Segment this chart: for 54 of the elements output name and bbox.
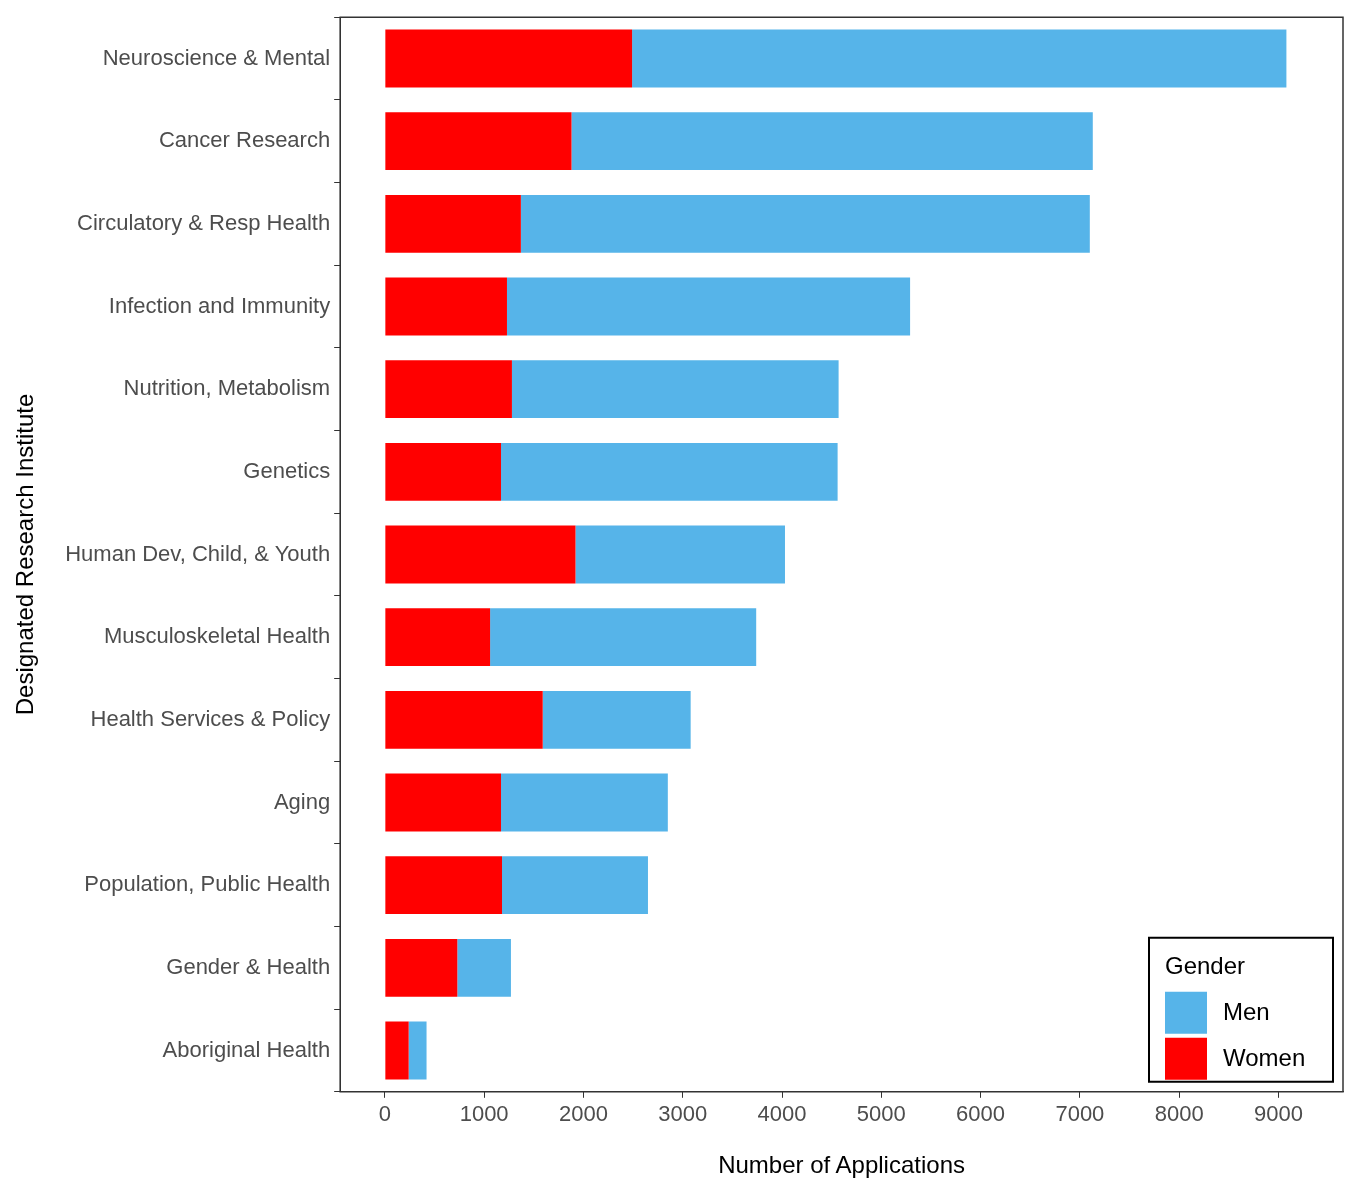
x-tick-label: 4000 [757, 1101, 807, 1127]
y-tick-label: Neuroscience & Mental [102, 44, 331, 70]
bar [385, 690, 543, 749]
bar [385, 360, 512, 419]
x-tick-label: 1000 [459, 1101, 509, 1127]
bar [520, 194, 1090, 253]
bar [457, 938, 511, 997]
bar [632, 29, 1287, 88]
y-tick-label: Gender & Health [166, 953, 331, 979]
bar [385, 194, 521, 253]
bar [511, 360, 839, 419]
bar [575, 525, 785, 584]
bar [385, 525, 576, 584]
y-tick-label: Infection and Immunity [108, 292, 331, 318]
x-tick-label: 8000 [1154, 1101, 1204, 1127]
y-tick-label: Aging [273, 788, 331, 814]
bar [385, 442, 502, 501]
y-tick-label: Nutrition, Metabolism [123, 375, 331, 401]
x-axis-title: Number of Applications [718, 1151, 965, 1179]
y-tick-label: Health Services & Policy [90, 705, 331, 731]
bar [542, 690, 691, 749]
bar [385, 112, 572, 171]
y-tick-label: Human Dev, Child, & Youth [65, 540, 331, 566]
bar [385, 608, 491, 667]
x-tick-label: 2000 [558, 1101, 608, 1127]
legend-title: Gender [1165, 952, 1246, 980]
x-tick-label: 6000 [956, 1101, 1006, 1127]
bar [385, 773, 502, 832]
legend-label: Women [1223, 1044, 1306, 1072]
y-tick-label: Genetics [243, 457, 331, 483]
bar [501, 442, 838, 501]
bar [501, 773, 668, 832]
bar [571, 112, 1093, 171]
bar [385, 29, 633, 88]
y-axis-title: Designated Research Institute [11, 393, 39, 716]
bar [385, 1021, 409, 1080]
bar [385, 277, 507, 336]
y-tick-label: Circulatory & Resp Health [77, 209, 331, 235]
y-tick-label: Cancer Research [158, 127, 331, 153]
y-tick-label: Population, Public Health [84, 871, 331, 897]
legend-label: Men [1223, 998, 1270, 1026]
x-tick-label: 9000 [1253, 1101, 1303, 1127]
x-tick-label: 7000 [1055, 1101, 1105, 1127]
bar [490, 608, 757, 667]
x-tick-label: 5000 [856, 1101, 906, 1127]
bar [408, 1021, 427, 1080]
bar [385, 856, 503, 915]
bar [502, 856, 648, 915]
y-tick-label: Aboriginal Health [162, 1036, 331, 1062]
bar [506, 277, 911, 336]
bar [385, 938, 458, 997]
y-tick-label: Musculoskeletal Health [103, 623, 331, 649]
x-tick-label: 0 [378, 1101, 391, 1127]
x-tick-label: 3000 [658, 1101, 708, 1127]
